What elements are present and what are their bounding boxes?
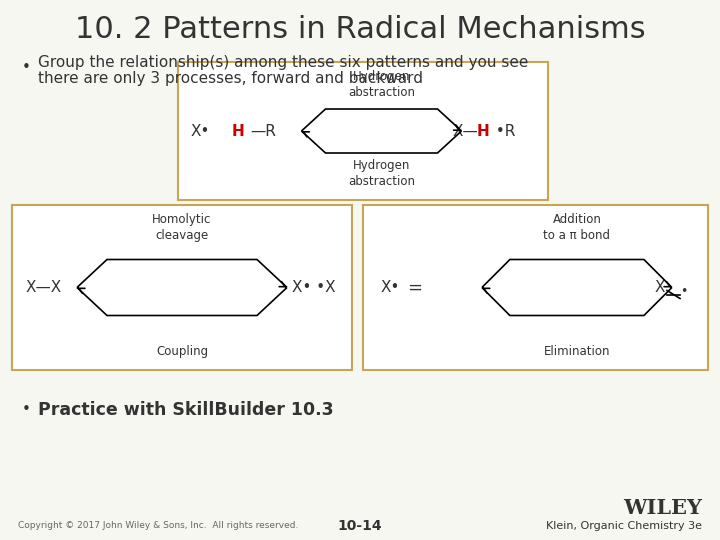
Text: 10. 2 Patterns in Radical Mechanisms: 10. 2 Patterns in Radical Mechanisms — [75, 16, 645, 44]
Text: Hydrogen
abstraction: Hydrogen abstraction — [348, 159, 415, 188]
Text: •R: •R — [491, 124, 516, 138]
Text: there are only 3 processes, forward and backward: there are only 3 processes, forward and … — [38, 71, 423, 85]
FancyBboxPatch shape — [12, 205, 352, 370]
Text: •: • — [680, 285, 688, 298]
Text: Addition
to a π bond: Addition to a π bond — [544, 213, 611, 242]
Text: WILEY: WILEY — [623, 498, 702, 518]
FancyBboxPatch shape — [363, 205, 708, 370]
Text: H: H — [477, 124, 490, 138]
Text: Practice with SkillBuilder 10.3: Practice with SkillBuilder 10.3 — [38, 401, 333, 419]
Text: X•: X• — [381, 280, 400, 295]
Text: Elimination: Elimination — [544, 345, 610, 358]
Text: =: = — [408, 279, 423, 296]
Text: X—: X— — [453, 124, 479, 138]
FancyBboxPatch shape — [178, 62, 548, 200]
Text: X—X: X—X — [26, 280, 62, 295]
Text: •: • — [22, 402, 31, 417]
Text: Homolytic
cleavage: Homolytic cleavage — [153, 213, 212, 242]
Text: Hydrogen
abstraction: Hydrogen abstraction — [348, 70, 415, 99]
Text: Coupling: Coupling — [156, 345, 208, 358]
Text: Klein, Organic Chemistry 3e: Klein, Organic Chemistry 3e — [546, 521, 702, 531]
Text: Copyright © 2017 John Wiley & Sons, Inc.  All rights reserved.: Copyright © 2017 John Wiley & Sons, Inc.… — [18, 522, 298, 530]
Text: X•: X• — [190, 124, 210, 138]
Text: Group the relationship(s) among these six patterns and you see: Group the relationship(s) among these si… — [38, 55, 528, 70]
Text: 10-14: 10-14 — [338, 519, 382, 533]
Text: —R: —R — [250, 124, 276, 138]
Text: H: H — [232, 124, 244, 138]
Text: X• •X: X• •X — [292, 280, 336, 295]
Text: X: X — [654, 280, 665, 295]
Text: •: • — [22, 60, 31, 76]
